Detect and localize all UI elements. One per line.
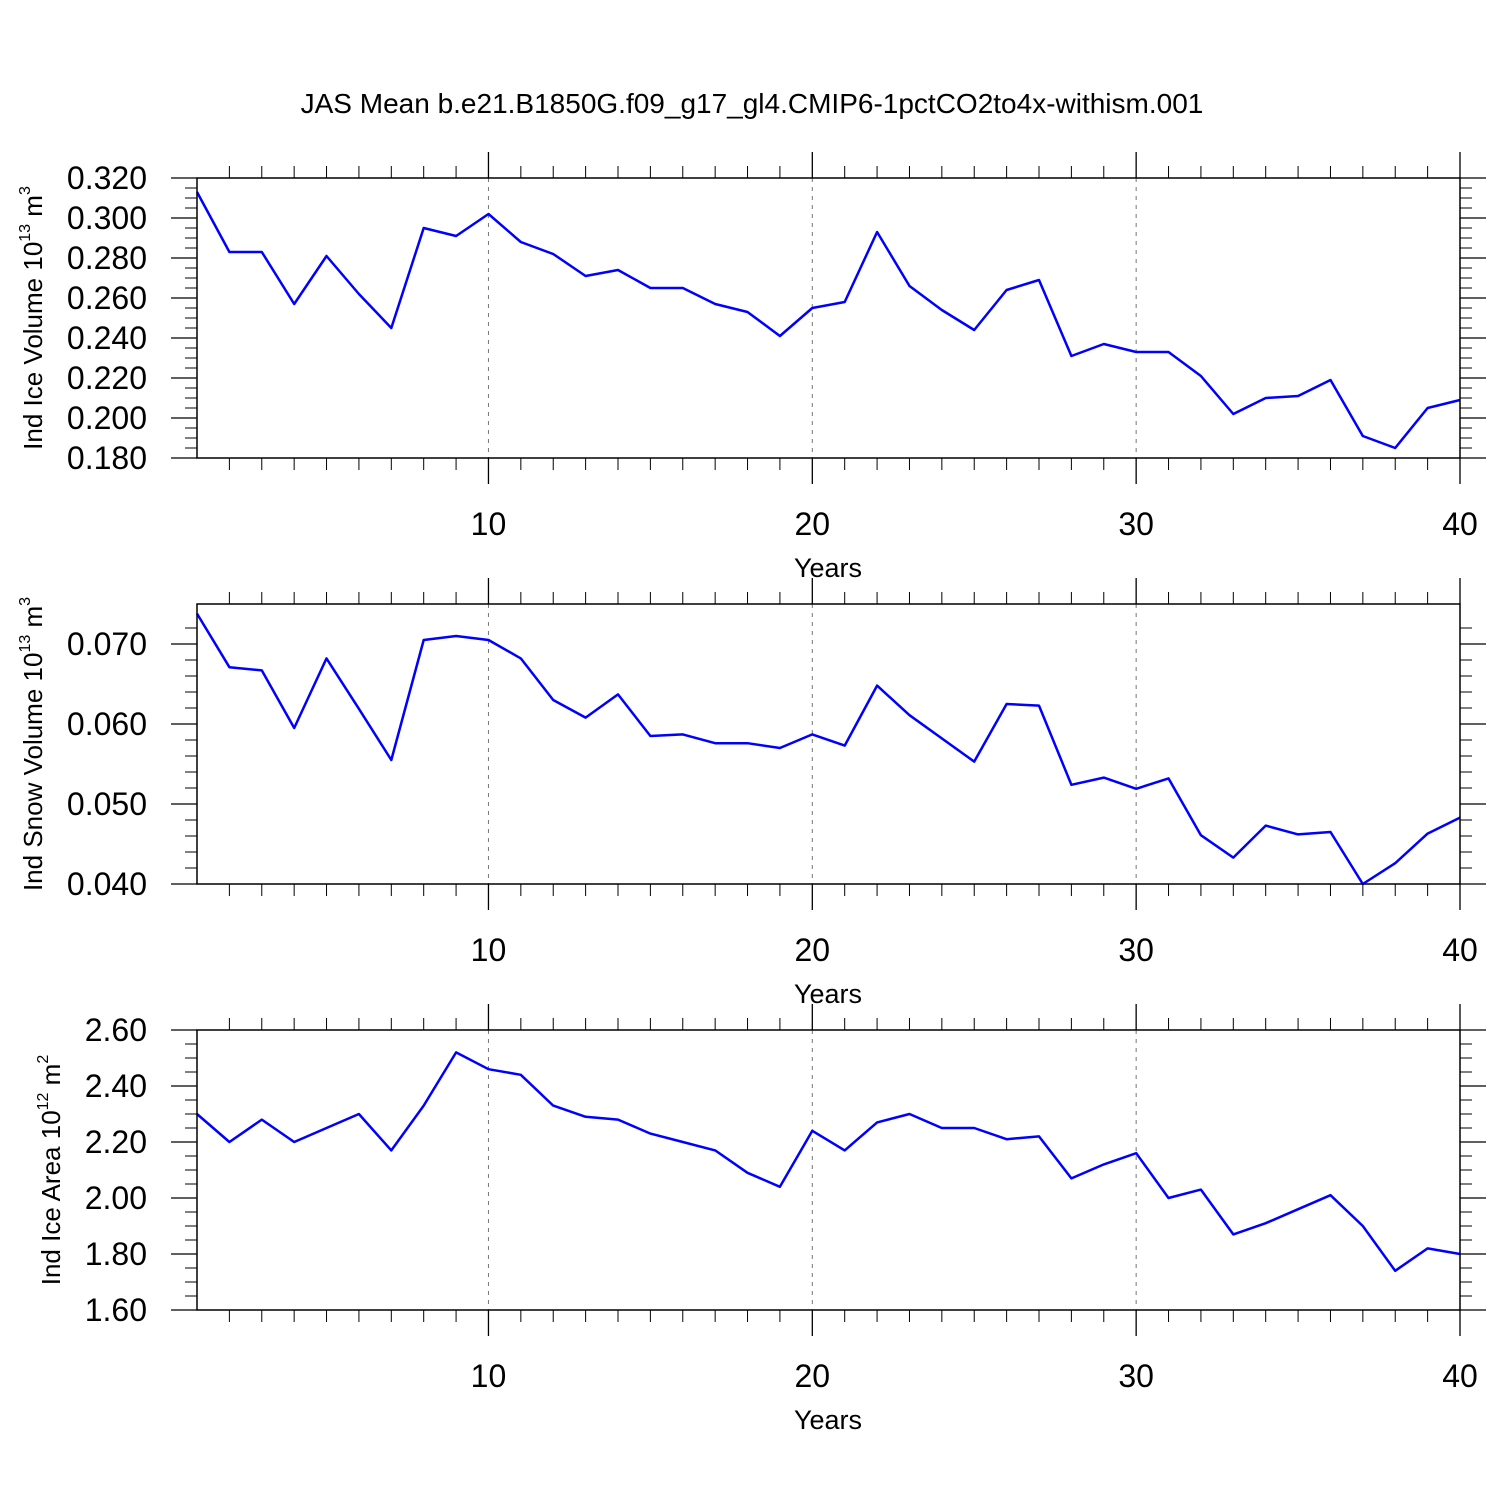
x-tick-label: 20 bbox=[795, 1358, 831, 1394]
y-axis-title-text: Ind Ice Volume 10 bbox=[18, 242, 48, 450]
panels: 10 20 30 40 Years 0.180 0.200 0.220 0.240 0.260 0.… bbox=[17, 152, 1486, 1435]
y-tick-label: 1.80 bbox=[85, 1236, 147, 1272]
y-tick-label: 0.180 bbox=[67, 440, 147, 476]
y-axis-title-unit: m bbox=[18, 195, 48, 224]
y-tick-label: 0.200 bbox=[67, 400, 147, 436]
x-tick-label: 40 bbox=[1442, 1358, 1478, 1394]
y-axis-title-unit: m bbox=[36, 1064, 66, 1093]
y-axis-title: Ind Ice Volume 1013 m3 bbox=[17, 186, 48, 450]
y-axis-title-exponent: 13 bbox=[17, 635, 34, 653]
y-axis-title-text: Ind Ice Area 10 bbox=[36, 1110, 66, 1285]
x-tick-label: 40 bbox=[1442, 932, 1478, 968]
ind-snow-volume-panel: 10 20 30 40 Years 0.040 0.050 0.060 0.070 Ind Sno… bbox=[17, 578, 1486, 1009]
x-tick-label: 30 bbox=[1118, 1358, 1154, 1394]
ind-ice-area-panel: 10 20 30 40 Years 1.60 1.80 2.00 2.20 2.40 2.60 Ind… bbox=[35, 1004, 1486, 1435]
ind-ice-volume-panel: 10 20 30 40 Years 0.180 0.200 0.220 0.240 0.260 0.… bbox=[17, 152, 1486, 583]
x-tick-label: 10 bbox=[471, 932, 507, 968]
x-axis-title: Years bbox=[794, 979, 862, 1009]
y-tick-label: 2.20 bbox=[85, 1124, 147, 1160]
y-tick-label: 0.320 bbox=[67, 160, 147, 196]
x-tick-label: 20 bbox=[795, 932, 831, 968]
y-axis-title-exponent: 12 bbox=[35, 1092, 52, 1110]
x-tick-label: 40 bbox=[1442, 506, 1478, 542]
y-tick-label: 0.260 bbox=[67, 280, 147, 316]
y-axis-title-unit-exponent: 3 bbox=[17, 186, 34, 195]
plot-frame bbox=[196, 1029, 1461, 1311]
y-tick-label: 0.280 bbox=[67, 240, 147, 276]
ind-ice-area-series-line bbox=[196, 1051, 1461, 1273]
x-tick-label: 10 bbox=[471, 506, 507, 542]
x-tick-label: 10 bbox=[471, 1358, 507, 1394]
y-tick-label: 0.050 bbox=[67, 786, 147, 822]
x-axis-title: Years bbox=[794, 553, 862, 583]
y-tick-label: 0.040 bbox=[67, 866, 147, 902]
x-tick-label: 30 bbox=[1118, 506, 1154, 542]
y-tick-label: 0.300 bbox=[67, 200, 147, 236]
ind-ice-volume-series-line bbox=[195, 191, 1461, 450]
y-axis-title-unit: m bbox=[18, 606, 48, 635]
plot-frame bbox=[196, 603, 1461, 885]
y-tick-label: 0.070 bbox=[67, 626, 147, 662]
x-axis-title: Years bbox=[794, 1405, 862, 1435]
plot-frame bbox=[196, 177, 1461, 459]
ind-snow-volume-series-line bbox=[195, 612, 1461, 886]
y-axis-title-unit-exponent: 2 bbox=[35, 1055, 52, 1064]
y-axis-title: Ind Snow Volume 1013 m3 bbox=[17, 597, 48, 891]
y-tick-label: 0.220 bbox=[67, 360, 147, 396]
figure-title: JAS Mean b.e21.B1850G.f09_g17_gl4.CMIP6-… bbox=[301, 88, 1204, 119]
y-axis-title: Ind Ice Area 1012 m2 bbox=[35, 1055, 66, 1286]
y-axis-title-unit-exponent: 3 bbox=[17, 597, 34, 606]
y-tick-label: 1.60 bbox=[85, 1292, 147, 1328]
y-tick-label: 2.40 bbox=[85, 1068, 147, 1104]
x-tick-label: 30 bbox=[1118, 932, 1154, 968]
y-axis-title-exponent: 13 bbox=[17, 224, 34, 242]
x-tick-label: 20 bbox=[795, 506, 831, 542]
y-tick-label: 0.060 bbox=[67, 706, 147, 742]
y-axis-title-text: Ind Snow Volume 10 bbox=[18, 653, 48, 892]
y-tick-label: 2.60 bbox=[85, 1012, 147, 1048]
y-tick-label: 0.240 bbox=[67, 320, 147, 356]
y-tick-label: 2.00 bbox=[85, 1180, 147, 1216]
